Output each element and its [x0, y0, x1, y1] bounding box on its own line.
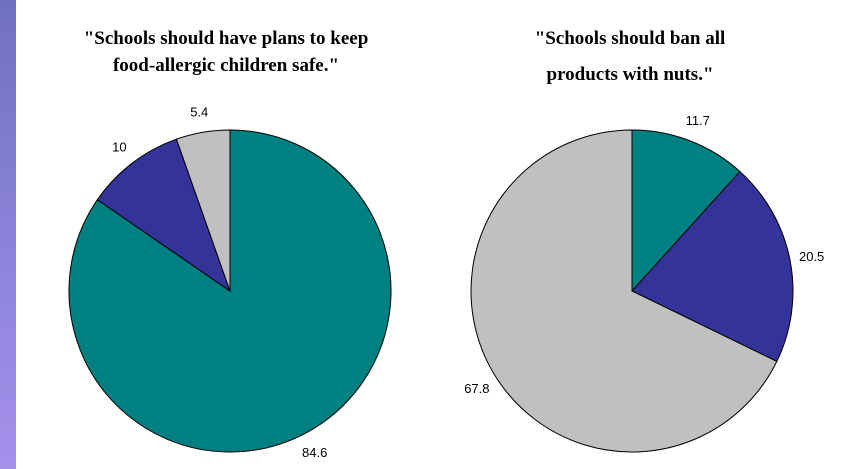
- pie-0-slice-1: [96, 138, 231, 293]
- pie-1-slice-1: [631, 170, 794, 363]
- chart-right-title-line-2: products with nuts.": [547, 64, 714, 85]
- chart-left-title-line-2: food-allergic children safe.": [113, 55, 339, 76]
- chart-right-title-line-1: "Schools should ban all: [535, 28, 726, 49]
- chart-left-title-line-1: "Schools should have plans to keep: [84, 28, 369, 49]
- pie-0-slice-2: [175, 129, 231, 292]
- chart-right: "Schools should ban all products with nu…: [464, 28, 824, 453]
- pie-1-data-label-1: 20.5: [799, 249, 824, 264]
- pie-1-data-label-0: 11.7: [686, 113, 710, 128]
- pie-0-data-label-2: 5.4: [190, 105, 208, 120]
- pie-0-data-label-0: 84.6: [302, 445, 327, 460]
- chart-right-pie: 11.7 20.5 67.8: [464, 113, 824, 453]
- chart-left: "Schools should have plans to keep food-…: [68, 28, 392, 460]
- pie-1-slice-2: [470, 129, 778, 453]
- pie-1-data-label-2: 67.8: [464, 381, 489, 396]
- chart-left-pie: 84.6 10 5.4: [68, 105, 392, 460]
- pie-1-slice-0: [631, 129, 741, 293]
- background-strip: [0, 0, 16, 469]
- chart-panel: "Schools should have plans to keep food-…: [16, 0, 859, 469]
- charts-svg: "Schools should have plans to keep food-…: [68, 28, 824, 460]
- pie-0-data-label-1: 10: [112, 139, 126, 154]
